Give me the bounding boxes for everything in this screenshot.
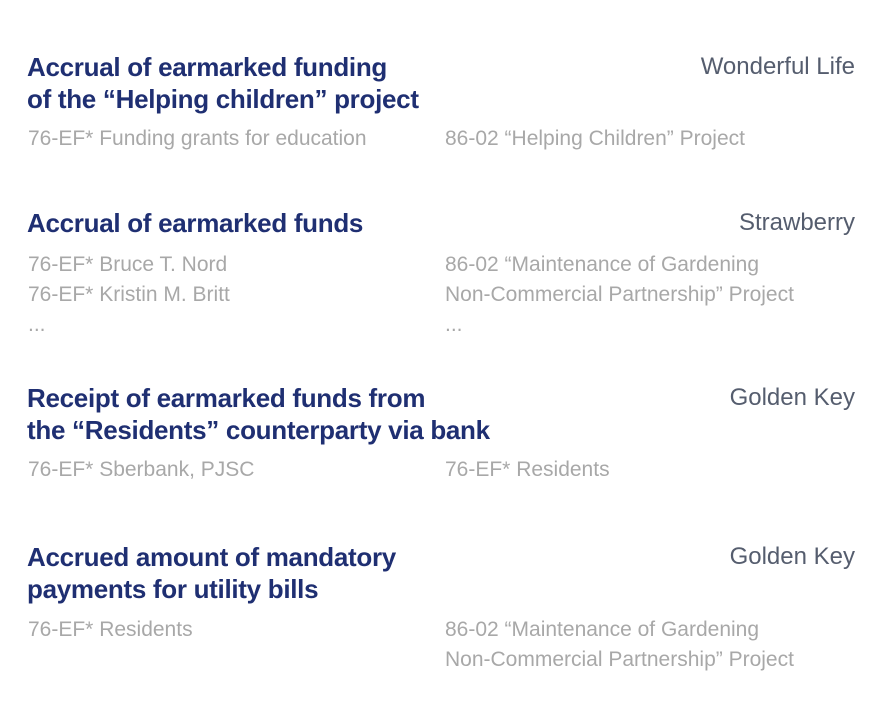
organization-name: Wonderful Life bbox=[700, 53, 855, 80]
debit-line: ... bbox=[28, 313, 46, 336]
credit-account: 86-02 “Helping Children” Project bbox=[445, 124, 745, 154]
debit-line: 76-EF* Bruce T. Nord bbox=[28, 253, 228, 276]
debit-account: 76-EF* Funding grants for education bbox=[28, 124, 367, 154]
debit-line: 76-EF* Funding grants for education bbox=[28, 127, 367, 150]
entry-title: Accrued amount of mandatory payments for… bbox=[27, 541, 497, 605]
debit-line: 76-EF* Kristin M. Britt bbox=[28, 283, 230, 306]
entry-title-line: Accrual of earmarked funds bbox=[27, 208, 364, 238]
entry-title-line: Accrued amount of mandatory bbox=[27, 542, 396, 572]
debit-account: 76-EF* Sberbank, PJSC bbox=[28, 455, 254, 485]
credit-line: Non-Commercial Partnership” Project bbox=[445, 283, 794, 306]
credit-account: 86-02 “Maintenance of Gardening Non-Comm… bbox=[445, 250, 794, 340]
organization-name: Golden Key bbox=[729, 384, 855, 411]
credit-line: ... bbox=[445, 313, 463, 336]
debit-account: 76-EF* Residents bbox=[28, 615, 193, 645]
entry-title-line: of the “Helping children” project bbox=[27, 84, 419, 114]
organization-name: Strawberry bbox=[738, 209, 855, 236]
credit-line: 86-02 “Maintenance of Gardening bbox=[445, 253, 760, 276]
credit-line: 86-02 “Maintenance of Gardening bbox=[445, 618, 760, 641]
organization-name: Golden Key bbox=[729, 543, 855, 570]
debit-line: 76-EF* Residents bbox=[28, 618, 193, 641]
entry-title: Receipt of earmarked funds from the “Res… bbox=[27, 382, 497, 446]
credit-line: 76-EF* Residents bbox=[445, 458, 610, 481]
entry-title-line: Accrual of earmarked funding bbox=[27, 52, 388, 82]
credit-account: 86-02 “Maintenance of Gardening Non-Comm… bbox=[445, 615, 794, 675]
debit-account: 76-EF* Bruce T. Nord 76-EF* Kristin M. B… bbox=[28, 250, 230, 340]
entry-title-line: payments for utility bills bbox=[27, 574, 319, 604]
credit-account: 76-EF* Residents bbox=[445, 455, 610, 485]
entry-title: Accrual of earmarked funds bbox=[27, 207, 497, 239]
credit-line: 86-02 “Helping Children” Project bbox=[445, 127, 745, 150]
entry-title-line: Receipt of earmarked funds from bbox=[27, 383, 426, 413]
debit-line: 76-EF* Sberbank, PJSC bbox=[28, 458, 255, 481]
credit-line: Non-Commercial Partnership” Project bbox=[445, 648, 794, 671]
entry-title-line: the “Residents” counterparty via bank bbox=[27, 415, 490, 445]
entry-title: Accrual of earmarked funding of the “Hel… bbox=[27, 51, 497, 115]
